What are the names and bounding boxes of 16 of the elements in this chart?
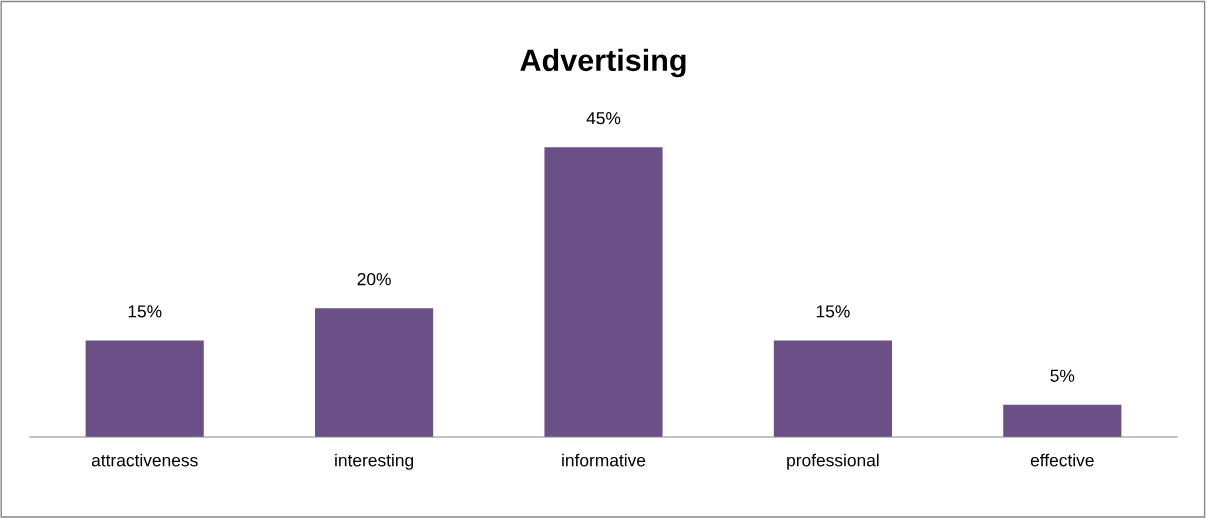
bar: [1003, 404, 1122, 437]
data-label: 45%: [586, 112, 621, 125]
x-tick-label: professional: [787, 453, 879, 470]
bar: [544, 147, 663, 437]
bar: [773, 340, 892, 437]
data-label: 20%: [357, 273, 391, 286]
x-tick-label: interesting: [335, 453, 414, 470]
data-label: 5%: [1050, 369, 1075, 382]
bar: [85, 340, 204, 437]
bar: [315, 308, 434, 437]
data-label: 15%: [816, 305, 850, 318]
x-tick-label: informative: [562, 453, 646, 467]
chart-title: Advertising: [520, 48, 686, 78]
data-label: 15%: [128, 305, 162, 318]
x-tick-label: effective: [1030, 453, 1094, 467]
x-tick-label: attractiveness: [91, 453, 198, 467]
